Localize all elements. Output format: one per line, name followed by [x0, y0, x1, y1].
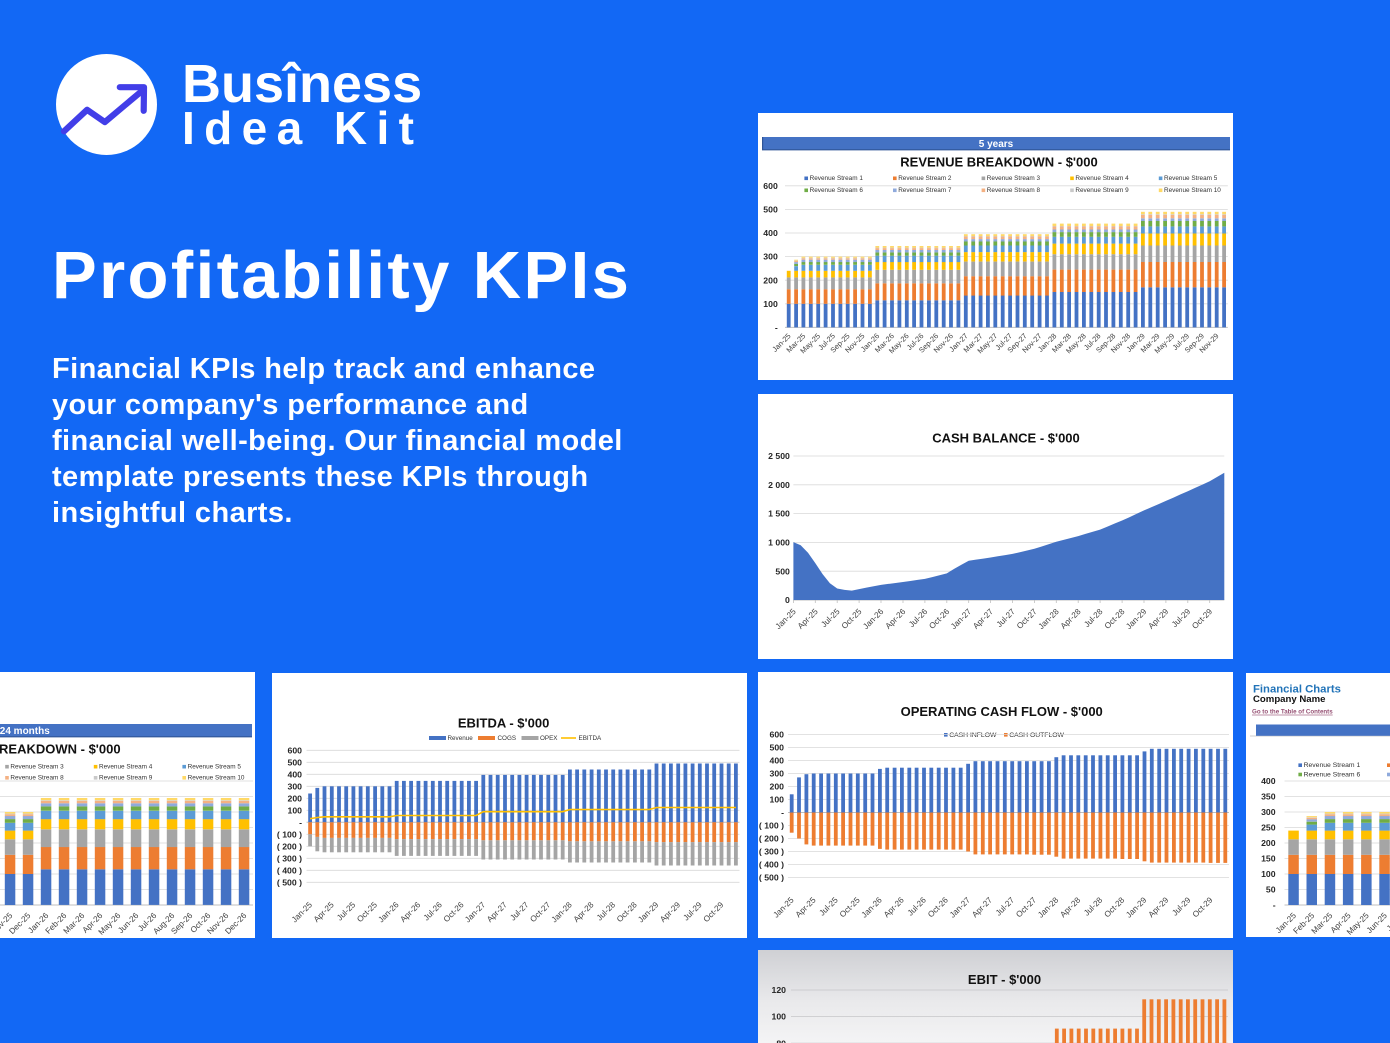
svg-text:200: 200	[1261, 838, 1276, 848]
svg-text:Revenue Stream 8: Revenue Stream 8	[10, 775, 64, 782]
svg-text:Company Name: Company Name	[1253, 694, 1326, 705]
svg-text:600: 600	[288, 745, 303, 755]
svg-text:600: 600	[770, 730, 785, 740]
svg-text:Revenue Stream 10: Revenue Stream 10	[188, 775, 245, 782]
svg-text:400: 400	[288, 769, 303, 779]
svg-text:100: 100	[288, 805, 303, 815]
svg-text:Revenue Stream 2: Revenue Stream 2	[898, 175, 952, 182]
svg-text:EBIT - $'000: EBIT - $'000	[968, 972, 1041, 987]
svg-text:( 200 ): ( 200 )	[759, 834, 784, 844]
svg-text:Revenue Stream 5: Revenue Stream 5	[1164, 175, 1218, 182]
svg-text:Revenue Stream 5: Revenue Stream 5	[188, 764, 242, 771]
svg-text:2 500: 2 500	[768, 451, 790, 461]
svg-text:( 200 ): ( 200 )	[277, 841, 302, 851]
svg-text:Revenue Stream 6: Revenue Stream 6	[1304, 771, 1361, 778]
svg-text:2 000: 2 000	[768, 480, 790, 490]
svg-text:350: 350	[1261, 792, 1276, 802]
svg-text:OPEX: OPEX	[540, 735, 558, 742]
svg-text:-: -	[775, 323, 778, 333]
svg-text:24 months: 24 months	[0, 726, 50, 737]
svg-text:Revenue Stream 1: Revenue Stream 1	[810, 175, 864, 182]
svg-text:120: 120	[772, 985, 787, 995]
svg-text:300: 300	[770, 769, 785, 779]
svg-text:-: -	[1273, 900, 1276, 910]
svg-text:80: 80	[776, 1038, 786, 1043]
svg-text:100: 100	[1261, 869, 1276, 879]
svg-text:EBITDA: EBITDA	[579, 735, 603, 742]
svg-text:5 years: 5 years	[979, 139, 1014, 150]
svg-text:Revenue Stream 3: Revenue Stream 3	[987, 175, 1041, 182]
svg-text:200: 200	[288, 793, 303, 803]
svg-text:Revenue: Revenue	[448, 735, 474, 742]
svg-text:( 500 ): ( 500 )	[277, 877, 302, 887]
svg-text:( 400 ): ( 400 )	[759, 860, 784, 870]
svg-text:-: -	[781, 808, 784, 818]
svg-text:Revenue Stream 9: Revenue Stream 9	[99, 775, 153, 782]
svg-text:Financial Charts: Financial Charts	[1253, 684, 1341, 696]
svg-text:( 500 ): ( 500 )	[759, 873, 784, 883]
svg-text:600: 600	[763, 181, 778, 191]
svg-text:( 100 ): ( 100 )	[277, 829, 302, 839]
svg-text:Revenue Stream 10: Revenue Stream 10	[1164, 187, 1221, 194]
svg-text:EBITDA - $'000: EBITDA - $'000	[458, 715, 549, 730]
svg-text:Revenue Stream 7: Revenue Stream 7	[898, 187, 952, 194]
svg-text:50: 50	[1266, 885, 1276, 895]
svg-text:100: 100	[763, 299, 778, 309]
svg-text:OPERATING CASH FLOW - $'000: OPERATING CASH FLOW - $'000	[901, 704, 1103, 719]
svg-text:300: 300	[763, 252, 778, 262]
svg-text:( 300 ): ( 300 )	[277, 853, 302, 863]
svg-text:CASH BALANCE - $'000: CASH BALANCE - $'000	[932, 430, 1080, 445]
svg-text:-: -	[299, 817, 302, 827]
svg-text:200: 200	[763, 275, 778, 285]
svg-text:Go to the Table of Contents: Go to the Table of Contents	[1252, 709, 1333, 716]
svg-text:Revenue Stream 1: Revenue Stream 1	[1304, 762, 1361, 769]
svg-text:COGS: COGS	[498, 735, 517, 742]
svg-text:300: 300	[1261, 807, 1276, 817]
svg-text:500: 500	[775, 566, 790, 576]
svg-text:200: 200	[770, 782, 785, 792]
svg-text:1 500: 1 500	[768, 509, 790, 519]
svg-text:Revenue Stream 4: Revenue Stream 4	[1075, 175, 1129, 182]
svg-text:500: 500	[763, 205, 778, 215]
svg-text:Revenue Stream 4: Revenue Stream 4	[99, 764, 153, 771]
svg-text:150: 150	[1261, 854, 1276, 864]
svg-text:400: 400	[770, 756, 785, 766]
svg-text:500: 500	[770, 743, 785, 753]
svg-text:CASH INFLOW: CASH INFLOW	[949, 732, 997, 739]
svg-text:( 300 ): ( 300 )	[759, 847, 784, 857]
svg-text:250: 250	[1261, 823, 1276, 833]
svg-text:400: 400	[1261, 776, 1276, 786]
svg-text:100: 100	[770, 795, 785, 805]
svg-text:( 400 ): ( 400 )	[277, 865, 302, 875]
svg-text:Revenue Stream 6: Revenue Stream 6	[810, 187, 864, 194]
svg-text:400: 400	[763, 228, 778, 238]
svg-text:Revenue Stream 3: Revenue Stream 3	[10, 764, 64, 771]
svg-text:( 100 ): ( 100 )	[759, 821, 784, 831]
svg-text:100: 100	[772, 1012, 787, 1022]
svg-text:CASH OUTFLOW: CASH OUTFLOW	[1009, 732, 1064, 739]
svg-text:REVENUE BREAKDOWN - $'000: REVENUE BREAKDOWN - $'000	[900, 155, 1097, 170]
svg-text:0: 0	[785, 595, 790, 605]
svg-text:Revenue Stream 8: Revenue Stream 8	[987, 187, 1041, 194]
svg-text:300: 300	[288, 781, 303, 791]
svg-text:500: 500	[288, 757, 303, 767]
svg-text:1 000: 1 000	[768, 538, 790, 548]
svg-text:Revenue Stream 9: Revenue Stream 9	[1075, 187, 1129, 194]
svg-text:REVENUE BREAKDOWN - $'000: REVENUE BREAKDOWN - $'000	[0, 742, 121, 757]
